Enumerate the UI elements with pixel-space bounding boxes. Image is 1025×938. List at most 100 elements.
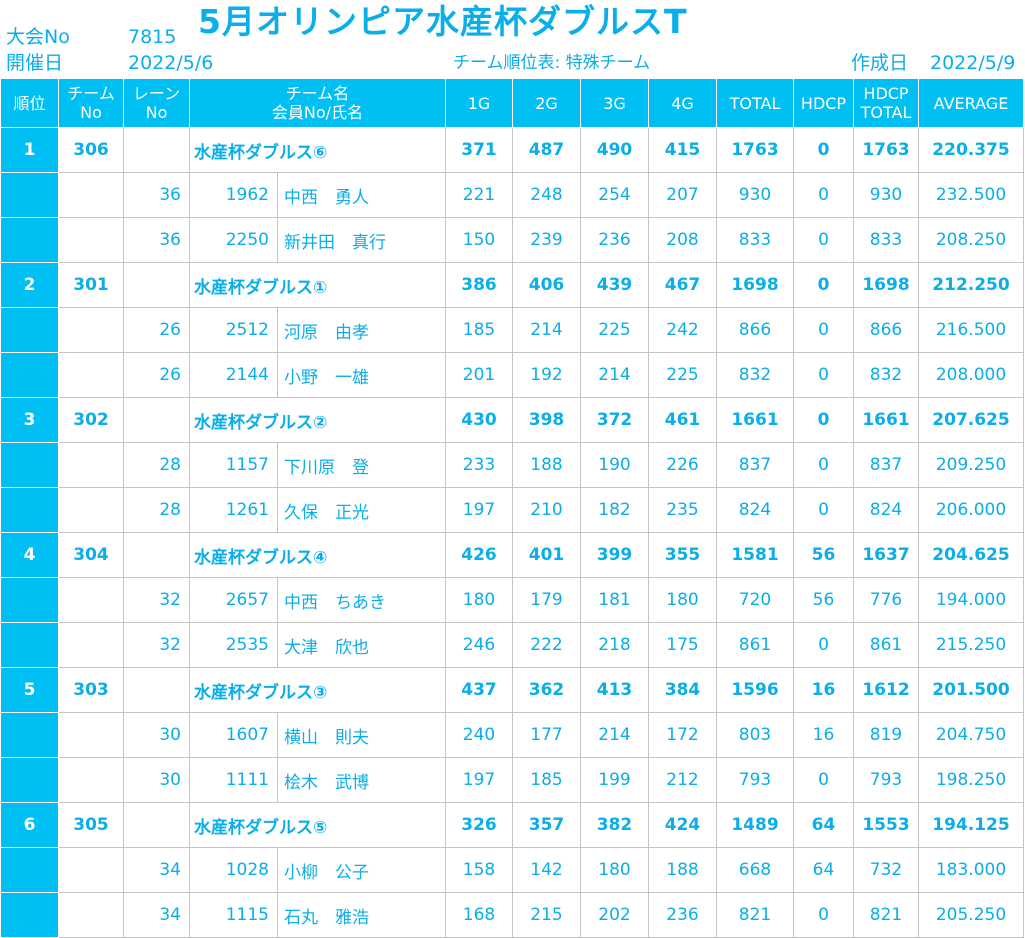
member-row: 32 2535 大津 欣也 246 222 218 175 861 0 861 215.250 [0,622,1024,668]
member-g2-cell: 239 [512,217,581,263]
member-row: 32 2657 中西 ちあき 180 179 181 180 720 56 776 194.000 [0,577,1024,623]
member-g1-cell: 180 [445,577,513,623]
member-name-cell: 久保 正光 [277,487,446,533]
lane-cell: 36 [123,217,190,263]
rank-cell-empty [0,847,59,893]
team-total-cell: 1661 [716,397,794,443]
report-subtitle: チーム順位表: 特殊チーム [453,53,651,73]
member-hdcp-cell: 0 [793,757,854,803]
lane-cell: 34 [123,847,190,893]
team-g1-cell: 386 [445,262,513,308]
member-hdcp-cell: 0 [793,307,854,353]
member-g1-cell: 168 [445,892,513,938]
member-no-cell: 1111 [189,757,278,803]
team-hdcp-cell: 0 [793,397,854,443]
col-total: TOTAL [716,78,794,128]
member-name-cell: 大津 欣也 [277,622,446,668]
col-average: AVERAGE [918,78,1024,128]
lane-cell: 36 [123,172,190,218]
rank-cell-empty [0,577,59,623]
member-g1-cell: 246 [445,622,513,668]
team-ranking-table: 順位 チーム No レーン No チーム名 会員No/氏名 1G 2G 3G 4G T… [0,78,1024,938]
member-average-cell: 194.000 [918,577,1024,623]
lane-cell: 30 [123,757,190,803]
member-g3-cell: 199 [580,757,649,803]
member-hdcp-total-cell: 821 [853,892,919,938]
member-g3-cell: 218 [580,622,649,668]
member-g2-cell: 179 [512,577,581,623]
lane-cell [123,667,190,713]
member-g4-cell: 207 [648,172,717,218]
rank-cell-empty [0,307,59,353]
member-average-cell: 208.250 [918,217,1024,263]
team-g1-cell: 371 [445,127,513,173]
team-hdcp-cell: 56 [793,532,854,578]
team-hdcp-cell: 0 [793,262,854,308]
team-row: 6 305 水産杯ダブルス⑤ 326 357 382 424 1489 64 1553 194.12… [0,802,1024,848]
team-row: 4 304 水産杯ダブルス④ 426 401 399 355 1581 56 1637 204.62… [0,532,1024,578]
table-header-row: 順位 チーム No レーン No チーム名 会員No/氏名 1G 2G 3G 4G T… [0,78,1024,128]
team-row: 3 302 水産杯ダブルス② 430 398 372 461 1661 0 1661 207.625 [0,397,1024,443]
team-name-cell: 水産杯ダブルス⑥ [189,127,446,173]
rank-cell-empty [0,172,59,218]
rank-cell-empty [0,352,59,398]
member-row: 34 1115 石丸 雅浩 168 215 202 236 821 0 821 205.250 [0,892,1024,938]
rank-cell-empty [0,217,59,263]
team-row: 5 303 水産杯ダブルス③ 437 362 413 384 1596 16 1612 201.50… [0,667,1024,713]
member-no-cell: 1115 [189,892,278,938]
team-no-cell-empty [58,577,124,623]
member-total-cell: 866 [716,307,794,353]
lane-cell: 28 [123,442,190,488]
team-no-cell-empty [58,847,124,893]
created-date: 2022/5/9 [930,52,1016,74]
member-g2-cell: 214 [512,307,581,353]
member-g2-cell: 222 [512,622,581,668]
team-g3-cell: 382 [580,802,649,848]
team-hdcp-cell: 64 [793,802,854,848]
team-hdcp-total-cell: 1553 [853,802,919,848]
member-hdcp-cell: 0 [793,217,854,263]
col-team-no: チーム No [58,78,124,128]
member-g2-cell: 177 [512,712,581,758]
member-hdcp-cell: 64 [793,847,854,893]
col-hdcp-total: HDCP TOTAL [853,78,919,128]
page-title: 5月オリンピア水産杯ダブルスT [198,2,688,41]
member-hdcp-total-cell: 776 [853,577,919,623]
member-no-cell: 2657 [189,577,278,623]
team-average-cell: 194.125 [918,802,1024,848]
member-name-cell: 桧木 武博 [277,757,446,803]
member-average-cell: 208.000 [918,352,1024,398]
team-g4-cell: 461 [648,397,717,443]
member-hdcp-total-cell: 819 [853,712,919,758]
member-average-cell: 204.750 [918,712,1024,758]
team-g1-cell: 326 [445,802,513,848]
team-g2-cell: 406 [512,262,581,308]
col-g3: 3G [580,78,649,128]
team-total-cell: 1698 [716,262,794,308]
team-row: 2 301 水産杯ダブルス① 386 406 439 467 1698 0 1698 212.250 [0,262,1024,308]
member-row: 26 2144 小野 一雄 201 192 214 225 832 0 832 208.000 [0,352,1024,398]
member-g2-cell: 210 [512,487,581,533]
team-no-cell-empty [58,217,124,263]
team-g4-cell: 467 [648,262,717,308]
member-no-cell: 1261 [189,487,278,533]
member-hdcp-cell: 0 [793,487,854,533]
team-row: 1 306 水産杯ダブルス⑥ 371 487 490 415 1763 0 1763 220.375 [0,127,1024,173]
col-lane-no: レーン No [123,78,190,128]
member-total-cell: 821 [716,892,794,938]
member-g4-cell: 212 [648,757,717,803]
team-g1-cell: 430 [445,397,513,443]
team-no-cell-empty [58,307,124,353]
member-row: 34 1028 小柳 公子 158 142 180 188 668 64 732 183.000 [0,847,1024,893]
rank-cell-empty [0,622,59,668]
member-g4-cell: 225 [648,352,717,398]
lane-cell [123,532,190,578]
team-no-cell: 302 [58,397,124,443]
member-g2-cell: 142 [512,847,581,893]
member-row: 30 1111 桧木 武博 197 185 199 212 793 0 793 198.250 [0,757,1024,803]
member-g2-cell: 185 [512,757,581,803]
team-g2-cell: 362 [512,667,581,713]
team-hdcp-cell: 16 [793,667,854,713]
member-total-cell: 833 [716,217,794,263]
team-g4-cell: 415 [648,127,717,173]
